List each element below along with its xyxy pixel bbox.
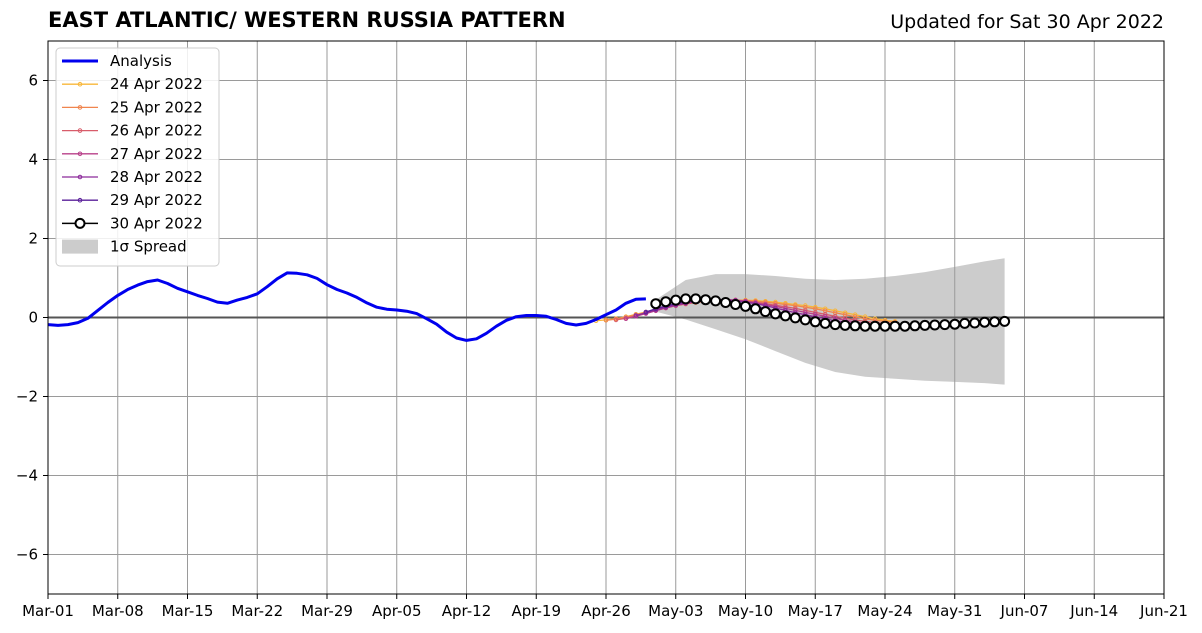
y-tick-label: 6 [28,72,38,90]
latest-forecast-point [849,320,861,332]
forecast-point [613,317,619,323]
latest-forecast-point [889,320,901,332]
latest-forecast-point [700,294,712,306]
y-tick-label: 4 [28,151,38,169]
legend-swatch-patch [62,239,98,254]
y-tick-label: −6 [16,546,38,564]
legend-label: 24 Apr 2022 [110,75,203,93]
x-tick-label: May-24 [857,602,912,620]
forecast-point [633,313,639,318]
latest-forecast-point [720,297,732,308]
latest-forecast-point [660,296,672,308]
x-tick-label: Mar-01 [22,602,74,620]
latest-forecast-point [839,319,851,331]
latest-forecast-point [809,316,821,328]
legend: Analysis 24 Apr 2022 25 Apr 2022 26 Apr 202… [55,47,220,267]
legend-swatch-marker [77,197,83,203]
latest-forecast-point [710,295,722,307]
x-tick-label: May-17 [788,602,843,620]
latest-forecast-point [969,317,981,329]
y-tick-label: −2 [16,388,38,406]
x-tick-label: Apr-19 [512,602,562,620]
legend-label: Analysis [110,52,172,70]
forecast-point [643,309,649,315]
legend-swatch-marker [77,128,83,133]
forecast-point [603,318,609,323]
legend-swatch-marker [77,151,83,157]
latest-forecast-point [929,319,941,331]
y-tick-label: 0 [28,309,38,327]
legend-label: 30 Apr 2022 [110,214,203,232]
x-tick-label: Apr-05 [372,602,422,620]
chart-title: EAST ATLANTIC/ WESTERN RUSSIA PATTERN [48,8,566,32]
legend-swatch-marker [77,81,83,87]
latest-forecast-point [919,319,931,331]
latest-forecast-point [949,318,961,330]
x-tick-label: Jun-21 [1139,602,1188,620]
legend-box [55,47,220,267]
forecast-point [793,303,798,308]
latest-forecast-point [899,320,911,332]
chart-updated-date: Updated for Sat 30 Apr 2022 [890,11,1164,33]
forecast-line [625,299,896,327]
axis-layer: Mar-01 Mar-08 Mar-15 Mar-22 Mar-29 Apr-05 Apr-… [16,72,1188,621]
legend-label: 29 Apr 2022 [110,191,203,209]
latest-forecast-point [999,315,1011,327]
latest-forecast-point [779,310,791,322]
latest-forecast-point [989,316,1001,328]
y-tick-label: 2 [28,230,38,248]
latest-forecast-point [690,293,702,305]
x-tick-label: Mar-08 [92,602,144,620]
x-tick-label: May-31 [927,602,982,620]
x-tick-label: Mar-22 [231,602,283,620]
latest-forecast-point [730,299,741,310]
legend-swatch-marker [77,174,83,180]
legend-label: 27 Apr 2022 [110,145,203,163]
series-layer [47,271,1011,342]
latest-forecast-point [650,298,662,310]
latest-forecast-point [769,308,781,320]
latest-forecast-point [750,303,761,315]
y-tick-label: −4 [16,467,38,485]
x-tick-label: Apr-26 [581,602,631,620]
latest-forecast-point [979,316,991,328]
legend-swatch-marker [77,105,83,110]
forecast-point [623,316,629,322]
x-tick-label: May-03 [648,602,703,620]
x-tick-label: Jun-07 [1000,602,1049,620]
x-tick-label: May-10 [718,602,773,620]
forecast-point [862,316,868,322]
latest-forecast-point [670,294,682,306]
x-tick-label: Mar-29 [301,602,353,620]
x-tick-label: Jun-14 [1069,602,1118,620]
legend-label: 26 Apr 2022 [110,122,203,140]
legend-label: 1σ Spread [110,238,187,256]
latest-forecast-point [799,314,811,326]
analysis-line [47,271,646,342]
latest-forecast-point [859,320,871,332]
legend-swatch-marker [74,217,86,229]
latest-forecast-point [869,320,881,332]
latest-forecast-point [909,320,921,332]
latest-forecast-point [959,317,971,329]
latest-forecast-point [789,312,801,324]
latest-forecast-point [829,319,841,331]
latest-forecast-point [939,319,951,331]
x-tick-label: Mar-15 [162,602,214,620]
latest-forecast-point [740,300,751,312]
latest-forecast-point [680,293,692,305]
legend-label: 28 Apr 2022 [110,168,203,186]
x-tick-label: Apr-12 [442,602,492,620]
legend-label: 25 Apr 2022 [110,98,203,116]
latest-forecast-point [759,306,771,318]
latest-forecast-point [879,320,891,332]
latest-forecast-point [819,317,831,329]
